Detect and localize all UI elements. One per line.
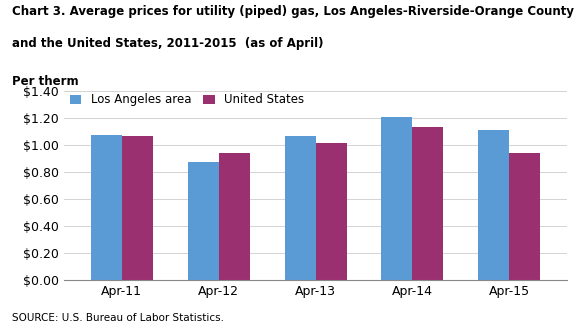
Bar <box>316 142 347 280</box>
Bar <box>412 127 444 280</box>
Bar <box>122 136 153 280</box>
Bar <box>188 162 219 280</box>
Legend: Los Angeles area, United States: Los Angeles area, United States <box>69 94 305 106</box>
Bar <box>219 153 250 280</box>
Bar <box>284 136 316 280</box>
Text: and the United States, 2011-2015  (as of April): and the United States, 2011-2015 (as of … <box>12 37 323 50</box>
Bar <box>91 135 122 280</box>
Bar <box>382 117 412 280</box>
Text: Chart 3. Average prices for utility (piped) gas, Los Angeles-Riverside-Orange Co: Chart 3. Average prices for utility (pip… <box>12 5 574 18</box>
Text: SOURCE: U.S. Bureau of Labor Statistics.: SOURCE: U.S. Bureau of Labor Statistics. <box>12 313 223 323</box>
Bar <box>478 130 510 280</box>
Text: Per therm: Per therm <box>12 75 78 88</box>
Bar <box>510 153 540 280</box>
